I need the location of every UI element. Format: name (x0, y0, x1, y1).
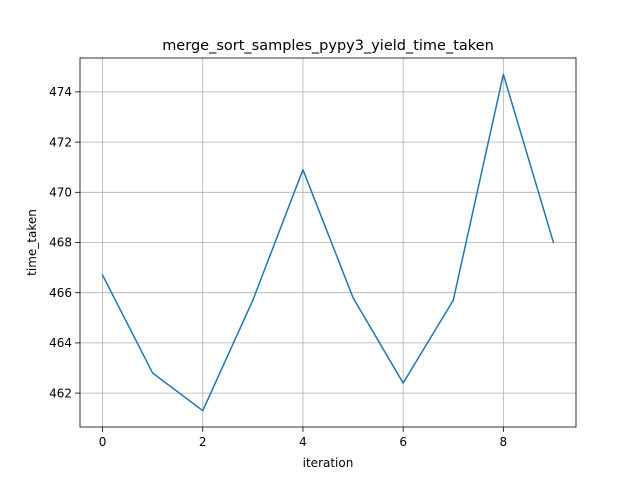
x-tick-label: 2 (199, 435, 207, 449)
series-layer (101, 73, 555, 412)
grid (80, 58, 576, 427)
y-tick-label: 474 (49, 85, 72, 99)
x-tick-label: 4 (299, 435, 307, 449)
y-tick-label: 464 (49, 336, 72, 350)
y-tick-label: 472 (49, 135, 72, 149)
y-axis-ticks: 462 464 466 468 470 472 474 (49, 85, 80, 400)
x-axis-ticks: 0 2 4 6 8 (99, 427, 507, 449)
series-line (101, 73, 555, 412)
x-tick-label: 8 (500, 435, 508, 449)
y-axis-label: time_taken (25, 209, 39, 276)
chart-title: merge_sort_samples_pypy3_yield_time_take… (162, 38, 494, 54)
y-tick-label: 470 (49, 185, 72, 199)
x-tick-label: 0 (99, 435, 107, 449)
x-tick-label: 6 (399, 435, 407, 449)
y-tick-label: 466 (49, 286, 72, 300)
x-axis-label: iteration (303, 456, 354, 470)
y-tick-label: 462 (49, 386, 72, 400)
y-tick-label: 468 (49, 236, 72, 250)
